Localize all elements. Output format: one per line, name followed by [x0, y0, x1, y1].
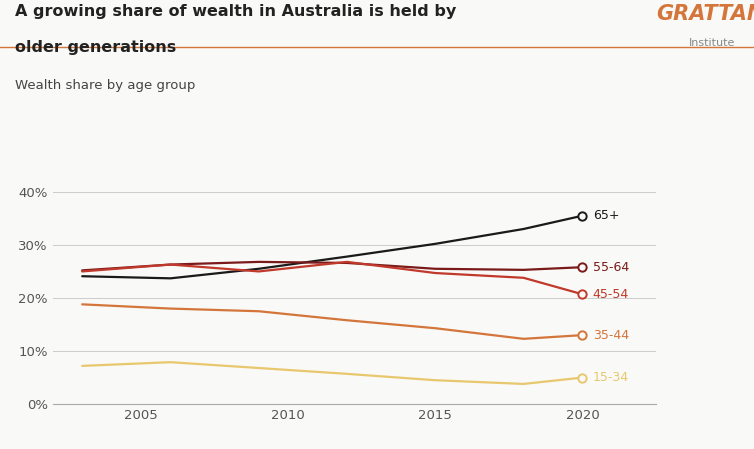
Text: 15-34: 15-34 [593, 371, 629, 384]
Text: Institute: Institute [689, 38, 736, 48]
Text: 35-44: 35-44 [593, 329, 629, 342]
Text: 45-54: 45-54 [593, 288, 629, 301]
Text: 55-64: 55-64 [593, 261, 629, 274]
Text: A growing share of wealth in Australia is held by: A growing share of wealth in Australia i… [15, 4, 456, 19]
Text: older generations: older generations [15, 40, 176, 55]
Text: 65+: 65+ [593, 209, 619, 222]
Text: GRATTAN: GRATTAN [656, 4, 754, 25]
Text: Wealth share by age group: Wealth share by age group [15, 79, 195, 92]
